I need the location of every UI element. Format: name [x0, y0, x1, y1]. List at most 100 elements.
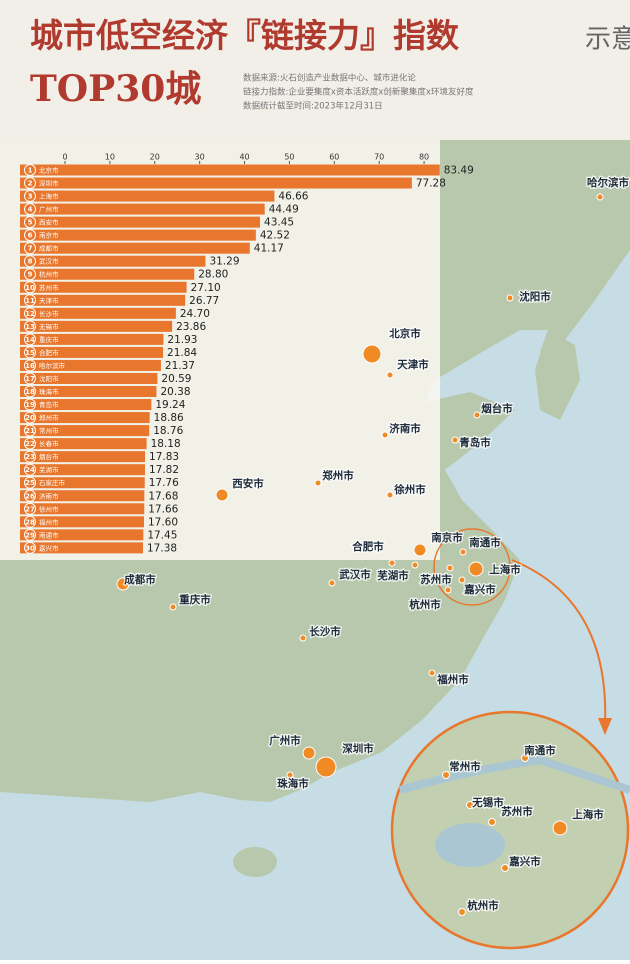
city-label: 济南市 [389, 422, 421, 435]
bar [65, 203, 265, 215]
bar [65, 372, 158, 384]
rank: 19 [25, 401, 35, 409]
label-band [20, 242, 65, 254]
value-label: 21.37 [165, 360, 195, 372]
rank: 4 [28, 206, 33, 214]
bar [65, 229, 256, 241]
rank: 8 [28, 258, 33, 266]
label-band [20, 438, 65, 450]
bar [65, 268, 195, 280]
rank: 30 [25, 544, 35, 552]
category: 武汉市 [39, 257, 59, 266]
arrow [511, 559, 607, 726]
value-label: 21.93 [167, 334, 197, 346]
rank-badge [24, 255, 36, 268]
note: 数据统计截至时间:2023年12月31日 [243, 101, 383, 112]
city-label: 成都市 [124, 573, 156, 586]
rank-badge [24, 385, 36, 398]
value-label: 17.38 [147, 542, 177, 554]
label-band [20, 177, 65, 189]
value-label: 17.60 [148, 516, 178, 528]
inset-dot [466, 801, 474, 809]
city-label: 沈阳市 [519, 290, 551, 303]
rank: 13 [25, 323, 35, 331]
city-dot [388, 559, 396, 567]
rank: 23 [25, 453, 35, 461]
rank: 25 [25, 479, 35, 487]
city-dot [386, 491, 394, 499]
category: 苏州市 [39, 283, 59, 292]
category: 珠海市 [39, 387, 59, 396]
bar [65, 177, 412, 189]
rank-badge [24, 424, 36, 437]
city-label: 杭州市 [409, 598, 441, 611]
label-band [20, 346, 65, 358]
category: 沈阳市 [39, 374, 59, 383]
rank: 9 [28, 271, 33, 279]
rank-badge [24, 476, 36, 489]
value-label: 28.80 [198, 269, 228, 281]
category: 长春市 [39, 439, 59, 448]
city-label: 哈尔滨市 [587, 176, 629, 189]
note: 链接力指数:企业要集度x资本活跃度x创新聚集度x环境友好度 [243, 87, 474, 98]
x-tick-label: 20 [150, 153, 160, 162]
value-label: 24.70 [180, 308, 210, 320]
rank: 5 [28, 219, 33, 227]
inset [390, 710, 630, 950]
value-label: 26.77 [189, 295, 219, 307]
category: 芜湖市 [39, 465, 59, 474]
label-band [20, 399, 65, 411]
value-label: 17.82 [149, 464, 179, 476]
bar [65, 399, 152, 411]
rank-badge [24, 437, 36, 450]
city-label: 福州市 [436, 673, 469, 686]
rank-badge [24, 294, 36, 307]
category: 烟台市 [39, 452, 59, 461]
label-band [20, 255, 65, 267]
bar [65, 529, 144, 541]
value-label: 18.76 [153, 425, 183, 437]
city-label: 苏州市 [420, 573, 452, 586]
category: 合肥市 [39, 348, 59, 357]
city-label: 合肥市 [351, 540, 384, 553]
city-label: 深圳市 [342, 742, 374, 755]
value-label: 17.68 [148, 490, 178, 502]
rank-badge [24, 190, 36, 203]
rank-badge [24, 541, 36, 554]
bar [65, 490, 145, 502]
city-dot [169, 603, 177, 611]
city-dot [596, 193, 604, 201]
x-tick-label: 50 [284, 153, 294, 162]
value-label: 42.52 [260, 230, 290, 242]
rank-badge [24, 242, 36, 255]
city-dot [362, 344, 382, 364]
bar [65, 438, 147, 450]
value-label: 17.45 [147, 529, 177, 541]
header-bg [0, 0, 630, 140]
inset-label: 嘉兴市 [508, 855, 541, 868]
river [398, 755, 630, 794]
label-band [20, 542, 65, 554]
city-dot [286, 771, 294, 779]
bar [65, 503, 145, 515]
rank-badge [24, 229, 36, 242]
label-band [20, 516, 65, 528]
rank: 11 [25, 297, 35, 305]
city-label: 郑州市 [322, 469, 354, 482]
x-tick-label: 30 [195, 153, 205, 162]
category: 广州市 [39, 205, 59, 214]
rank: 6 [28, 232, 33, 240]
city-label: 烟台市 [481, 402, 513, 415]
rank-badge [24, 281, 36, 294]
x-tick-label: 60 [329, 153, 339, 162]
rank: 24 [25, 466, 35, 474]
city-label: 广州市 [269, 734, 301, 747]
label-band [20, 477, 65, 489]
rank-badge [24, 320, 36, 333]
bar [65, 190, 275, 202]
value-label: 18.18 [151, 438, 181, 450]
bar [65, 333, 164, 345]
label-band [20, 307, 65, 319]
city-dot [315, 756, 337, 778]
x-tick-label: 70 [374, 153, 384, 162]
